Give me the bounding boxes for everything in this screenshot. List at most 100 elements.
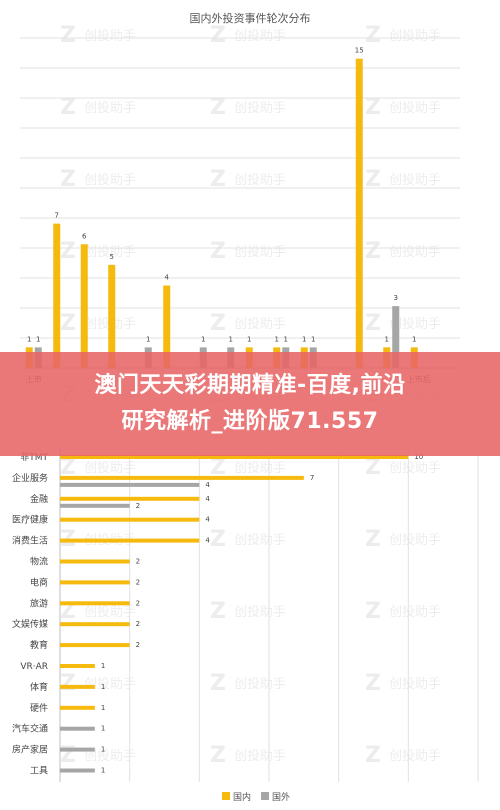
watermark-text: 创投助手 <box>389 532 441 548</box>
bar-domestic <box>60 559 130 564</box>
data-label: 4 <box>205 495 210 503</box>
data-label: 1 <box>101 704 105 712</box>
data-label: 1 <box>284 335 288 343</box>
data-label: 1 <box>146 335 150 343</box>
data-label: 1 <box>311 335 315 343</box>
data-label: 4 <box>165 274 170 282</box>
legend-label-foreign: 国外 <box>272 791 290 803</box>
data-label: 10 <box>414 453 423 461</box>
data-label: 1 <box>101 767 105 775</box>
watermark-text: 创投助手 <box>389 172 441 188</box>
watermark-logo-icon: Z <box>365 671 381 696</box>
overlay-banner[interactable]: 澳门天天彩期期精准-百度,前沿 研究解析_进阶版71.557 <box>0 352 500 456</box>
watermark-logo-icon: Z <box>210 455 226 480</box>
watermark-text: 创投助手 <box>234 748 286 764</box>
y-tick-label: 房产家居 <box>12 744 48 756</box>
bottom-chart-legend: 国内 国外 <box>222 791 290 803</box>
watermark-text: 创投助手 <box>234 460 286 476</box>
data-label: 2 <box>136 599 140 607</box>
watermark-logo-icon: Z <box>365 239 381 264</box>
data-label: 1 <box>101 662 105 670</box>
data-label: 1 <box>201 335 205 343</box>
watermark-logo-icon: Z <box>210 23 226 48</box>
data-label: 4 <box>205 516 210 524</box>
watermark-text: 创投助手 <box>234 604 286 620</box>
bar-domestic <box>108 264 116 368</box>
watermark: Z 创投助手 <box>365 23 441 48</box>
watermark-text: 创投助手 <box>84 460 136 476</box>
y-tick-label: 医疗健康 <box>12 514 48 526</box>
watermark-text: 创投助手 <box>389 676 441 692</box>
watermark-text: 创投助手 <box>84 100 136 116</box>
watermark-logo-icon: Z <box>365 23 381 48</box>
watermark-logo-icon: Z <box>210 95 226 120</box>
watermark-logo-icon: Z <box>60 455 76 480</box>
bar-domestic <box>53 223 61 368</box>
data-label: 2 <box>136 578 140 586</box>
data-label: 15 <box>355 47 364 55</box>
bar-foreign <box>392 306 400 368</box>
y-tick-label: 体育 <box>30 681 48 693</box>
watermark-text: 创投助手 <box>234 316 286 332</box>
watermark-text: 创投助手 <box>234 28 286 44</box>
bar-foreign <box>60 503 130 508</box>
data-label: 6 <box>82 232 87 240</box>
bar-foreign <box>60 482 200 487</box>
watermark-logo-icon: Z <box>365 599 381 624</box>
watermark-logo-icon: Z <box>365 455 381 480</box>
data-label: 2 <box>136 641 140 649</box>
y-tick-label: 工具 <box>30 766 48 777</box>
y-tick-label: 金融 <box>30 493 48 505</box>
data-label: 2 <box>136 502 140 510</box>
bar-domestic <box>355 58 363 368</box>
bar-foreign <box>60 726 95 731</box>
data-label: 4 <box>205 537 210 545</box>
y-tick-label: 旅游 <box>30 597 48 609</box>
watermark-text: 创投助手 <box>389 748 441 764</box>
data-label: 1 <box>247 335 251 343</box>
watermark-text: 创投助手 <box>84 28 136 44</box>
data-label: 2 <box>136 620 140 628</box>
watermark-text: 创投助手 <box>389 28 441 44</box>
watermark-logo-icon: Z <box>365 95 381 120</box>
bar-domestic <box>60 601 130 606</box>
bar-domestic <box>60 643 130 648</box>
watermark-logo-icon: Z <box>60 311 76 336</box>
data-label: 3 <box>394 294 398 302</box>
watermark: Z 创投助手 <box>365 167 441 192</box>
data-label: 1 <box>101 683 105 691</box>
watermark-logo-icon: Z <box>365 167 381 192</box>
data-label: 1 <box>229 335 233 343</box>
banner-line-1: 澳门天天彩期期精准-百度,前沿 <box>94 373 406 398</box>
bar-foreign <box>60 768 95 773</box>
watermark-text: 创投助手 <box>84 604 136 620</box>
bar-foreign <box>60 747 95 752</box>
bar-domestic <box>60 664 95 668</box>
data-label: 5 <box>110 253 114 261</box>
watermark-text: 创投助手 <box>84 676 136 692</box>
watermark-logo-icon: Z <box>60 95 76 120</box>
data-label: 1 <box>101 725 105 733</box>
data-label: 1 <box>412 335 416 343</box>
data-label: 1 <box>101 746 105 754</box>
data-label: 1 <box>302 335 306 343</box>
bar-domestic <box>60 455 409 459</box>
data-label: 1 <box>385 335 389 343</box>
bar-domestic <box>80 244 88 368</box>
legend-swatch-domestic <box>222 792 230 800</box>
